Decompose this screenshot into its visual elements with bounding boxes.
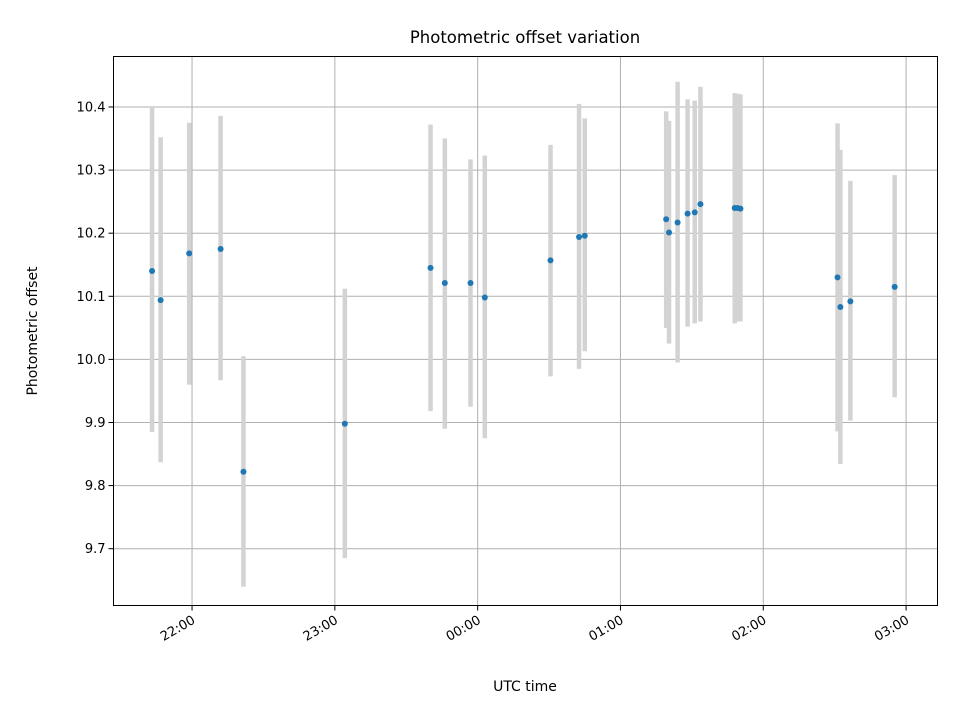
- data-point: [834, 274, 841, 281]
- data-point: [663, 216, 670, 223]
- y-tick-label: 9.9: [85, 416, 106, 431]
- data-point: [737, 205, 744, 212]
- x-tick-label: 23:00: [301, 613, 341, 645]
- data-point: [697, 201, 704, 208]
- y-tick-label: 10.1: [77, 290, 106, 305]
- x-axis-label: UTC time: [493, 679, 557, 695]
- y-tick-label: 10.3: [77, 164, 106, 179]
- y-tick-label: 10.0: [77, 353, 106, 368]
- data-point: [576, 233, 583, 240]
- data-point: [891, 283, 898, 290]
- data-point: [666, 229, 673, 236]
- data-point: [691, 209, 698, 216]
- grid-lines: [113, 56, 938, 606]
- x-tick-label: 22:00: [158, 613, 198, 645]
- x-tick-label: 02:00: [729, 613, 769, 645]
- data-point: [240, 468, 247, 475]
- y-tick-label: 9.7: [85, 542, 106, 557]
- data-point: [847, 298, 854, 305]
- data-point: [441, 280, 448, 287]
- axis-ticks: 9.7 9.8 9.9 10.0 10.1 10.2 10.3 10.4 22:00 23:00 0…: [77, 100, 913, 644]
- data-point: [547, 257, 554, 264]
- data-points: [149, 201, 898, 475]
- chart-title: Photometric offset variation: [410, 28, 640, 47]
- data-point: [481, 294, 488, 301]
- plot-frame: [113, 56, 938, 606]
- data-point: [341, 420, 348, 427]
- x-tick-label: 00:00: [444, 613, 484, 645]
- y-axis-label: Photometric offset: [25, 266, 41, 396]
- data-point: [217, 245, 224, 252]
- y-tick-label: 10.2: [77, 227, 106, 242]
- data-point: [157, 297, 164, 304]
- y-tick-label: 9.8: [85, 479, 106, 494]
- data-point: [427, 264, 434, 271]
- error-bars: [149, 81, 897, 587]
- data-point: [684, 210, 691, 217]
- data-point: [674, 219, 681, 226]
- data-point: [467, 280, 474, 287]
- data-point: [149, 268, 156, 275]
- x-tick-label: 01:00: [587, 613, 627, 645]
- data-point: [837, 304, 844, 311]
- y-tick-label: 10.4: [77, 100, 106, 115]
- data-point: [581, 232, 588, 239]
- x-tick-label: 03:00: [872, 613, 912, 645]
- data-point: [186, 250, 193, 257]
